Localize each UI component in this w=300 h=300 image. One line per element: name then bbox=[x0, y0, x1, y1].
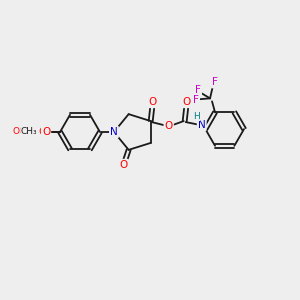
Text: O: O bbox=[42, 127, 50, 137]
Text: O: O bbox=[38, 127, 46, 137]
Text: F: F bbox=[195, 85, 201, 95]
Text: O: O bbox=[165, 121, 173, 131]
Text: O: O bbox=[148, 97, 157, 107]
Text: N: N bbox=[198, 120, 206, 130]
Text: F: F bbox=[193, 95, 199, 105]
Text: CH₃: CH₃ bbox=[21, 128, 38, 136]
Text: O: O bbox=[119, 160, 128, 170]
Text: N: N bbox=[110, 127, 118, 137]
Text: O: O bbox=[183, 97, 191, 107]
Text: H: H bbox=[193, 112, 200, 121]
Text: OCH₃: OCH₃ bbox=[13, 128, 36, 136]
Text: F: F bbox=[212, 77, 218, 87]
